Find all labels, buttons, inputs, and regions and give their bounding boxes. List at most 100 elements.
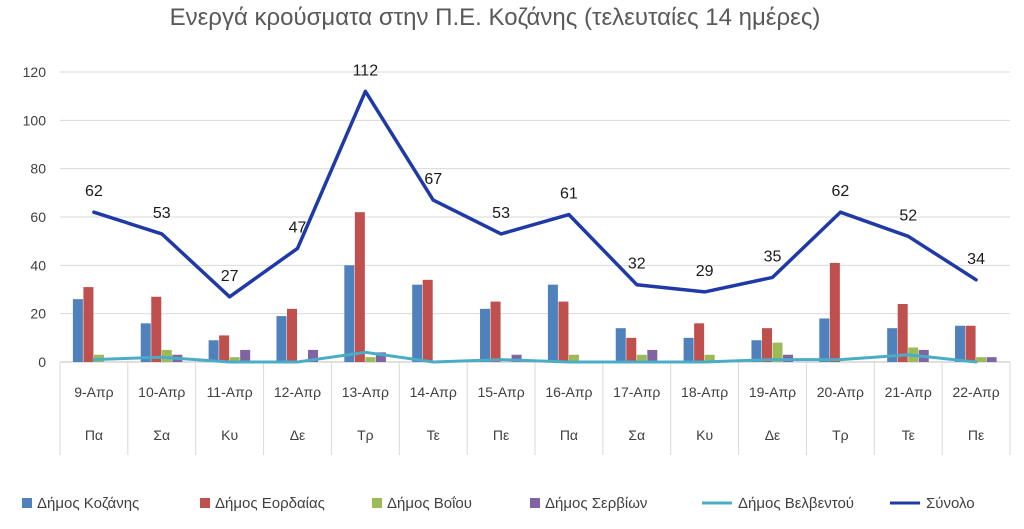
bar (286, 308, 297, 362)
y-tick-label: 80 (30, 161, 46, 177)
legend-entry: Δήμος Βοΐου (387, 495, 472, 512)
bar (308, 349, 319, 362)
bar (490, 301, 501, 362)
y-tick-label: 120 (23, 64, 47, 80)
legend-entry: Δήμος Εορδαίας (215, 495, 325, 512)
data-label: 32 (628, 256, 646, 273)
data-label: 61 (560, 186, 578, 203)
bar (151, 296, 162, 362)
bar (955, 325, 966, 362)
bar (772, 342, 783, 362)
data-label: 62 (831, 183, 849, 200)
x-tick-day-label: Δε (765, 427, 781, 443)
y-tick-label: 0 (38, 354, 46, 370)
data-label: 52 (899, 207, 917, 224)
x-tick-day-label: Πε (968, 427, 984, 443)
bar (83, 287, 94, 362)
bar (354, 212, 365, 362)
legend-swatch (372, 498, 382, 508)
x-tick-day-label: Πα (85, 427, 103, 443)
x-tick-label: 10-Απρ (138, 384, 185, 400)
x-tick-label: 19-Απρ (749, 384, 796, 400)
bar (986, 357, 997, 362)
bar (626, 337, 637, 362)
y-tick-label: 40 (30, 257, 46, 273)
bar (636, 354, 647, 362)
data-label: 53 (492, 205, 510, 222)
y-tick-label: 100 (23, 112, 47, 128)
x-tick-day-label: Κυ (696, 427, 713, 443)
bar (704, 354, 715, 362)
bar (365, 357, 376, 362)
legend-entry: Δήμος Σερβίων (545, 495, 647, 512)
bar (615, 328, 626, 362)
x-tick-label: 20-Απρ (817, 384, 864, 400)
x-tick-day-label: Τε (427, 427, 440, 443)
legend-swatch (200, 498, 210, 508)
bar (819, 318, 830, 362)
x-tick-day-label: Πα (560, 427, 578, 443)
series-line (92, 89, 978, 299)
data-label: 29 (696, 263, 714, 280)
x-tick-day-label: Τρ (832, 427, 849, 443)
bar (568, 354, 579, 362)
data-label: 53 (153, 205, 171, 222)
x-tick-day-label: Κυ (221, 427, 238, 443)
legend-entry: Δήμος Βελβεντού (738, 495, 854, 512)
x-tick-label: 12-Απρ (274, 384, 321, 400)
series-line (92, 350, 978, 364)
bar (229, 357, 240, 362)
x-tick-label: 17-Απρ (613, 384, 660, 400)
y-tick-label: 20 (30, 306, 46, 322)
x-tick-day-label: Τρ (357, 427, 374, 443)
x-tick-label: 16-Απρ (545, 384, 592, 400)
bar (558, 301, 569, 362)
bar (887, 328, 898, 362)
data-label: 112 (353, 62, 379, 79)
x-tick-label: 9-Απρ (74, 384, 113, 400)
legend-entry: Δήμος Κοζάνης (37, 495, 139, 512)
x-tick-label: 13-Απρ (342, 384, 389, 400)
x-tick-day-label: Πε (493, 427, 509, 443)
x-tick-label: 21-Απρ (885, 384, 932, 400)
bar (965, 325, 976, 362)
bar (897, 304, 908, 362)
x-tick-day-label: Σα (153, 427, 170, 443)
bar (829, 262, 840, 362)
x-tick-label: 15-Απρ (477, 384, 524, 400)
bar (161, 349, 172, 362)
data-label: 34 (967, 251, 985, 268)
data-label: 27 (221, 268, 239, 285)
x-tick-day-label: Τε (902, 427, 915, 443)
bar (547, 284, 558, 362)
x-tick-label: 11-Απρ (207, 384, 253, 400)
bar (72, 299, 83, 362)
data-label: 67 (424, 171, 442, 188)
data-label: 47 (289, 219, 307, 236)
data-label: 62 (85, 183, 103, 200)
bar (683, 337, 694, 362)
bar (412, 284, 423, 362)
legend-entry: Σύνολο (926, 495, 975, 512)
bar (647, 349, 658, 362)
x-tick-label: 18-Απρ (681, 384, 728, 400)
bar (976, 357, 987, 362)
bar (208, 340, 219, 362)
chart-title: Ενεργά κρούσματα στην Π.Ε. Κοζάνης (τελε… (169, 4, 821, 31)
bar (344, 265, 355, 362)
data-label: 35 (764, 248, 782, 265)
x-tick-day-label: Σα (628, 427, 645, 443)
bar (140, 323, 151, 362)
bar (511, 354, 522, 362)
bar (219, 335, 230, 362)
bar (375, 352, 386, 362)
bar (480, 308, 491, 362)
legend-swatch (22, 498, 32, 508)
legend-swatch (530, 498, 540, 508)
bar (240, 349, 251, 362)
x-tick-label: 14-Απρ (410, 384, 457, 400)
bar (694, 323, 705, 362)
bar (761, 328, 772, 362)
